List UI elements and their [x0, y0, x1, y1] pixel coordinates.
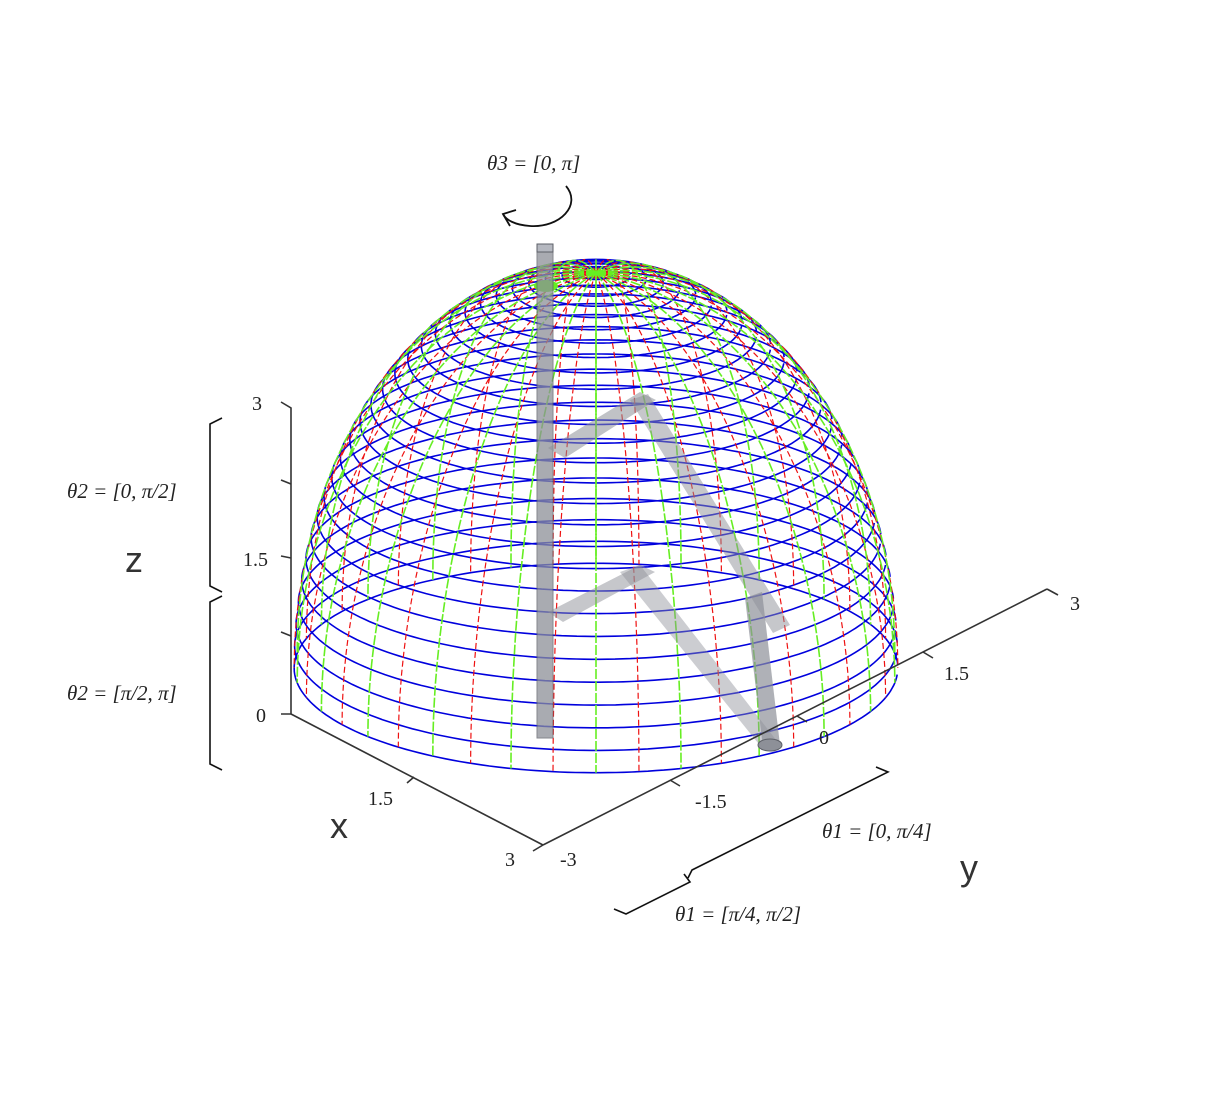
meridian-red: [341, 272, 597, 725]
meridian-red: [595, 272, 722, 764]
meridian-green: [595, 266, 825, 600]
meridian-green: [296, 272, 597, 683]
y-axis-label: y: [960, 847, 978, 888]
theta1-near-range-label: θ1 = [0, π/4]: [822, 819, 932, 843]
z-axis: 3 1.5 0 z: [125, 393, 292, 727]
wireframe-green-meridians: [296, 259, 896, 773]
meridian-green: [595, 259, 682, 568]
meridian-red: [595, 264, 795, 589]
meridian-green: [595, 272, 825, 737]
meridian-green: [595, 272, 896, 683]
base-link-top: [536, 243, 554, 253]
meridian-red: [305, 271, 597, 639]
base-link: [536, 247, 554, 739]
y-tick-minus1.5: -1.5: [695, 791, 727, 813]
theta1-brackets: [613, 766, 890, 915]
y-tick-1.5: 1.5: [944, 663, 969, 685]
y-tick-3: 3: [1070, 593, 1080, 615]
meridian-green: [432, 262, 597, 580]
z-tick-3: 3: [252, 393, 262, 415]
meridian-red: [595, 261, 722, 573]
meridian-green: [595, 262, 760, 580]
meridian-green: [367, 266, 597, 600]
meridian-green: [432, 272, 597, 757]
meridian-green: [595, 272, 872, 712]
theta3-range-label: θ3 = [0, π]: [487, 151, 580, 175]
meridian-red: [595, 272, 640, 772]
z-tick-1.5: 1.5: [243, 549, 268, 571]
z-axis-label: z: [125, 539, 143, 580]
meridian-green: [320, 272, 597, 712]
meridian-green: [320, 269, 597, 625]
latitude-line: [330, 384, 861, 570]
lower-forearm-link: [620, 565, 780, 748]
x-axis: 1.5 3 x: [290, 713, 544, 871]
x-tick-3: 3: [505, 849, 515, 871]
meridian-red: [595, 272, 851, 725]
meridian-red: [595, 271, 887, 639]
meridian-green: [595, 272, 682, 769]
meridian-red: [305, 272, 597, 698]
meridian-red: [470, 272, 597, 764]
robot-arm: [536, 243, 790, 752]
meridian-green: [510, 259, 597, 568]
theta2-brackets: [209, 417, 223, 771]
y-tick-0: 0: [819, 727, 829, 749]
upper-arm-link: [548, 392, 656, 458]
end-effector: [757, 738, 783, 752]
meridian-red: [595, 272, 887, 698]
z-tick-0: 0: [256, 705, 266, 727]
lower-arm-link: [548, 565, 655, 622]
meridian-red: [397, 272, 597, 748]
meridian-red: [397, 264, 597, 589]
meridian-red: [595, 258, 640, 565]
theta2-lower-range-label: θ2 = [π/2, π]: [67, 681, 177, 705]
theta1-far-range-label: θ1 = [π/4, π/2]: [675, 902, 801, 926]
meridian-red: [552, 258, 597, 565]
meridian-red: [552, 272, 597, 772]
meridian-red: [470, 261, 597, 573]
meridian-red: [595, 272, 795, 748]
forearm-link: [630, 394, 790, 633]
meridian-green: [296, 271, 597, 654]
x-tick-1.5: 1.5: [368, 788, 393, 810]
rotation-arrow-icon: [501, 185, 573, 227]
meridian-green: [595, 271, 896, 654]
x-axis-label: x: [330, 805, 348, 846]
meridian-green: [510, 272, 597, 769]
y-tick-minus3: -3: [560, 849, 577, 871]
y-axis: -3 -1.5 0 1.5 3 y: [542, 588, 1080, 888]
wrist-link: [745, 592, 780, 748]
theta2-upper-range-label: θ2 = [0, π/2]: [67, 479, 177, 503]
